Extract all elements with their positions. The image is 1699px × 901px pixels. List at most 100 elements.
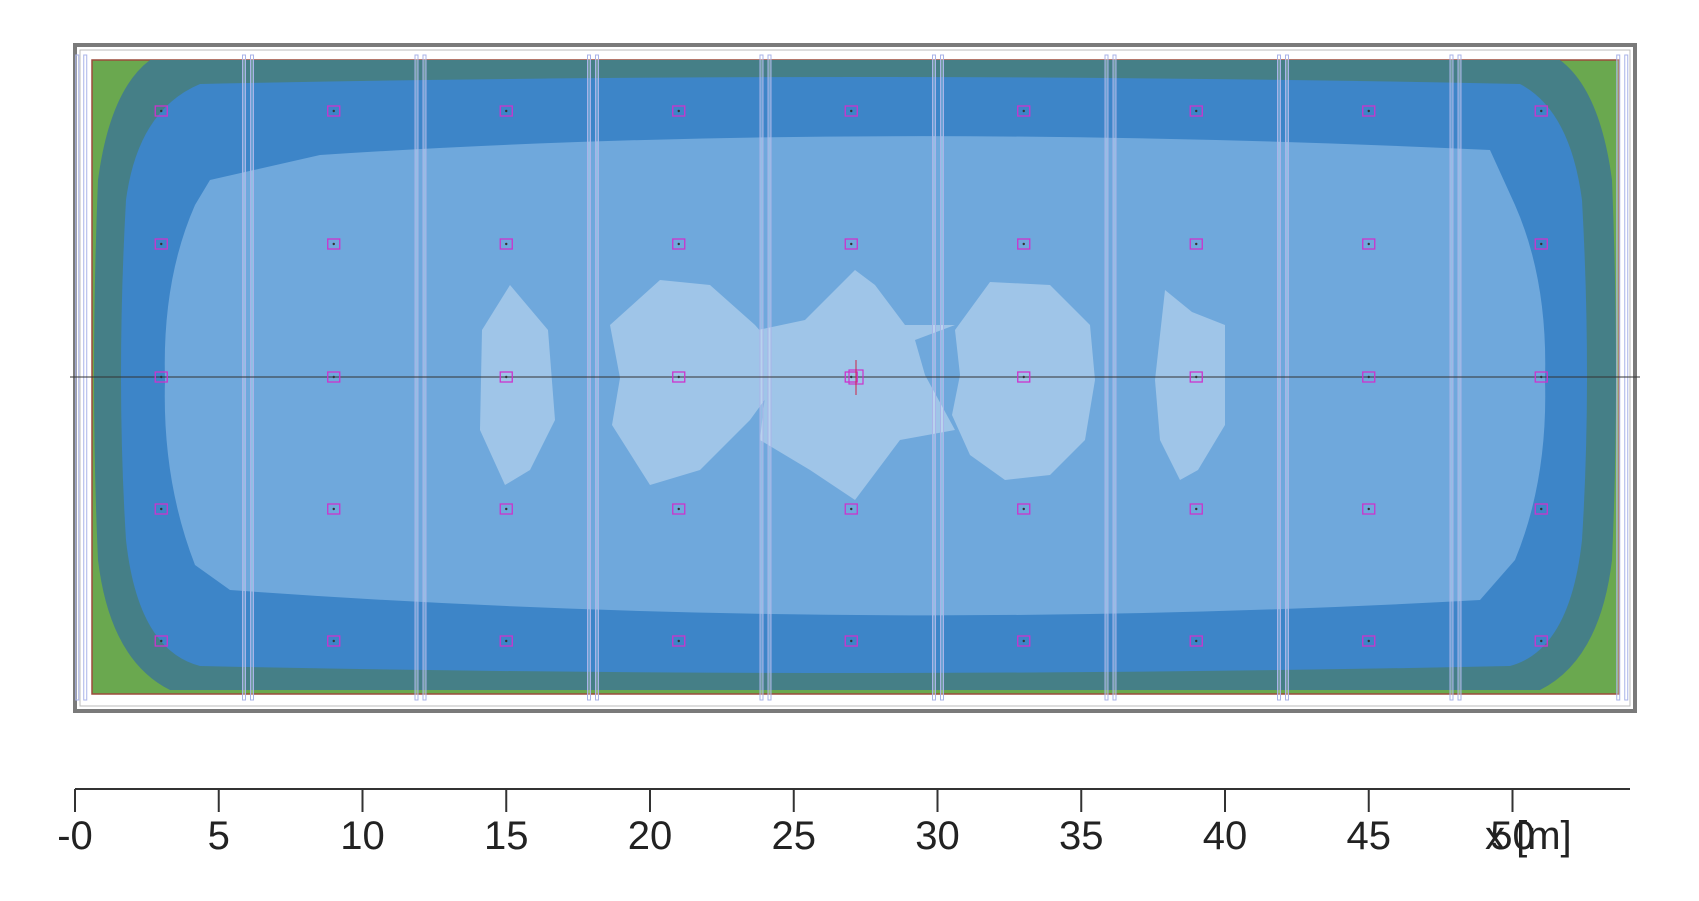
luminaire-1-2 [327, 371, 341, 383]
luminaire-7-4 [1362, 635, 1376, 647]
luminaire-center-3-4 [677, 639, 680, 643]
luminaire-1-3 [327, 503, 341, 515]
zone-peak-3 [750, 270, 955, 500]
x-tick-label-10: 50 [1490, 814, 1535, 858]
luminaire-7-3 [1362, 503, 1376, 515]
luminaire-2-0 [499, 105, 513, 117]
luminaire-center-4-1 [850, 242, 853, 246]
luminaire-2-1 [499, 238, 513, 250]
luminaire-5-3 [1017, 503, 1031, 515]
building-inner-frame [79, 49, 1631, 707]
luminaire-center-6-3 [1195, 507, 1198, 511]
luminaire-3-3 [672, 503, 686, 515]
zone-peak-5 [1155, 290, 1225, 480]
luminaire-5-1 [1017, 238, 1031, 250]
luminaire-4-4 [844, 635, 858, 647]
luminaire-6-1 [1189, 238, 1203, 250]
luminaire-center-4-2 [850, 375, 853, 379]
x-tick-label-4: 20 [628, 814, 673, 858]
luminaire-center-1-0 [332, 109, 335, 113]
luminaire-center-1-1 [332, 242, 335, 246]
luminaire-8-4 [1534, 635, 1548, 647]
luminaire-center-6-2 [1195, 375, 1198, 379]
luminaire-1-1 [327, 238, 341, 250]
x-tick-label-2: 10 [340, 814, 385, 858]
luminaire-3-0 [672, 105, 686, 117]
luminaire-4-1 [844, 238, 858, 250]
luminaire-5-2 [1017, 371, 1031, 383]
luminaire-center-2-3 [505, 507, 508, 511]
luminaire-center-7-1 [1367, 242, 1370, 246]
zone-peak-1 [480, 285, 555, 485]
luminaire-7-0 [1362, 105, 1376, 117]
zone-peak-2 [610, 280, 790, 485]
luminaire-4-0 [844, 105, 858, 117]
luminaire-center-8-1 [1540, 242, 1543, 246]
luminaire-7-1 [1362, 238, 1376, 250]
luminaire-center-7-4 [1367, 639, 1370, 643]
luminaire-3-1 [672, 238, 686, 250]
luminaire-center-5-3 [1022, 507, 1025, 511]
luminaire-center-2-1 [505, 242, 508, 246]
luminaire-center-6-1 [1195, 242, 1198, 246]
zone-peak-4 [952, 282, 1095, 480]
x-tick-label-5: 25 [772, 814, 817, 858]
luminaire-8-3 [1534, 503, 1548, 515]
luminaire-center-4-4 [850, 639, 853, 643]
luminaire-center-4-0 [850, 109, 853, 113]
luminaire-center-7-0 [1367, 109, 1370, 113]
luminaire-center-5-4 [1022, 639, 1025, 643]
luminaire-5-0 [1017, 105, 1031, 117]
luminaire-center-8-0 [1540, 109, 1543, 113]
luminaire-group [154, 105, 1548, 647]
luminaire-center-5-1 [1022, 242, 1025, 246]
x-tick-label-0: -0 [57, 814, 93, 858]
luminaire-center-3-2 [677, 375, 680, 379]
luminaire-2-2 [499, 371, 513, 383]
x-tick-label-7: 35 [1059, 814, 1104, 858]
luminaire-center-3-0 [677, 109, 680, 113]
luminaire-center-3-3 [677, 507, 680, 511]
luminaire-2-4 [499, 635, 513, 647]
luminaire-center-4-3 [850, 507, 853, 511]
building-frame [73, 43, 1637, 713]
luminaire-0-4 [154, 635, 168, 647]
luminaire-8-2 [1534, 371, 1548, 383]
luminaire-1-0 [327, 105, 341, 117]
x-tick-label-1: 5 [208, 814, 230, 858]
luminaire-center-2-2 [505, 375, 508, 379]
luminaire-1-4 [327, 635, 341, 647]
x-tick-label-6: 30 [915, 814, 960, 858]
luminaire-8-1 [1534, 238, 1548, 250]
luminaire-center-1-3 [332, 507, 335, 511]
luminaire-6-3 [1189, 503, 1203, 515]
luminaire-center-2-4 [505, 639, 508, 643]
x-tick-label-9: 45 [1347, 814, 1392, 858]
luminaire-3-2 [672, 371, 686, 383]
luminaire-6-4 [1189, 635, 1203, 647]
luminaire-3-4 [672, 635, 686, 647]
luminaire-center-8-3 [1540, 507, 1543, 511]
luminaire-center-0-3 [160, 507, 163, 511]
luminaire-center-0-0 [160, 109, 163, 113]
luminaire-center-8-2 [1540, 375, 1543, 379]
luminaire-center-5-0 [1022, 109, 1025, 113]
luminaire-7-2 [1362, 371, 1376, 383]
luminaire-0-2 [154, 371, 168, 383]
x-tick-label-3: 15 [484, 814, 529, 858]
x-tick-label-8: 40 [1203, 814, 1248, 858]
luminaire-center-1-4 [332, 639, 335, 643]
luminaire-0-1 [154, 238, 168, 250]
calc-point-marker [848, 360, 864, 395]
luminaire-0-0 [154, 105, 168, 117]
luminaire-center-6-0 [1195, 109, 1198, 113]
luminaire-4-2 [844, 371, 858, 383]
luminaire-center-1-2 [332, 375, 335, 379]
luminaire-center-3-1 [677, 242, 680, 246]
luminaire-center-0-4 [160, 639, 163, 643]
x-axis-unit-label: x [m] [1485, 814, 1572, 858]
luminaire-5-4 [1017, 635, 1031, 647]
luminaire-4-3 [844, 503, 858, 515]
x-axis: x [m] -0 5 10 15 20 25 30 35 40 45 50 [57, 788, 1630, 858]
